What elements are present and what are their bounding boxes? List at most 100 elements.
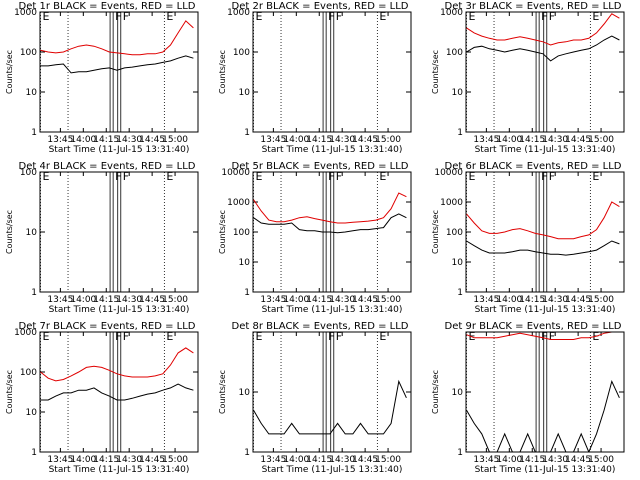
- x-tick-label: 13:45: [260, 135, 286, 145]
- x-tick-label: 14:00: [70, 295, 96, 305]
- x-tick-label: 15:00: [162, 455, 188, 465]
- x-tick-label: 13:45: [260, 295, 286, 305]
- y-tick-label: 1000: [14, 8, 37, 18]
- series-line: [466, 13, 620, 46]
- x-tick-label: 14:45: [139, 295, 165, 305]
- x-tick-label: 14:30: [116, 455, 142, 465]
- plot-frame: [39, 331, 199, 453]
- x-axis-label: Start Time (11-Jul-15 13:31:40): [49, 145, 190, 155]
- y-tick-label: 10: [26, 228, 38, 238]
- y-tick-label: 10: [239, 88, 251, 98]
- panel: Det 7r BLACK = Events, RED = LLD Counts/s…: [5, 321, 199, 475]
- series-line: [466, 35, 620, 62]
- marker-label: F: [336, 170, 342, 183]
- x-tick-label: 15:00: [375, 135, 401, 145]
- x-tick-label: 14:00: [496, 135, 522, 145]
- x-tick-label: 14:30: [116, 135, 142, 145]
- x-tick-label: 14:45: [352, 135, 378, 145]
- x-tick-label: 14:30: [542, 135, 568, 145]
- y-tick-label: 1000: [227, 8, 250, 18]
- panel-title: Det 9r BLACK = Events, RED = LLD: [445, 321, 622, 332]
- series-line: [466, 332, 620, 340]
- marker-label: F: [549, 170, 555, 183]
- x-tick-label: 14:45: [352, 455, 378, 465]
- x-axis-label: Start Time (11-Jul-15 13:31:40): [475, 305, 616, 315]
- y-axis-label: Counts/sec: [218, 210, 227, 254]
- panel: Det 3r BLACK = Events, RED = LLD Counts/s…: [431, 1, 625, 155]
- marker-label: E: [469, 10, 476, 23]
- marker-label: F: [549, 330, 555, 343]
- x-tick-label: 13:45: [47, 135, 73, 145]
- x-tick-label: 14:45: [565, 135, 591, 145]
- marker-label: E: [43, 330, 50, 343]
- panel-title: Det 6r BLACK = Events, RED = LLD: [445, 161, 622, 172]
- x-tick-label: 14:30: [542, 295, 568, 305]
- x-tick-label: 14:15: [306, 135, 332, 145]
- marker-label: E: [43, 10, 50, 23]
- x-axis-label: Start Time (11-Jul-15 13:31:40): [49, 305, 190, 315]
- y-tick-label: 100: [233, 48, 250, 58]
- marker-label: F: [328, 330, 334, 343]
- x-tick-label: 13:45: [473, 295, 499, 305]
- series-line: [40, 347, 194, 382]
- marker-label: F: [541, 10, 547, 23]
- x-tick-label: 13:45: [47, 455, 73, 465]
- y-tick-label: 100: [446, 48, 463, 58]
- marker-label: F: [328, 10, 334, 23]
- series-line: [40, 55, 194, 74]
- x-tick-label: 15:00: [588, 295, 614, 305]
- x-tick-label: 14:45: [139, 455, 165, 465]
- y-tick-label: 1: [31, 288, 37, 298]
- y-axis-label: Counts/sec: [431, 50, 440, 94]
- series-line: [466, 201, 620, 240]
- x-axis-label: Start Time (11-Jul-15 13:31:40): [262, 305, 403, 315]
- panel: Det 1r BLACK = Events, RED = LLD Counts/s…: [5, 1, 199, 155]
- x-axis-label: Start Time (11-Jul-15 13:31:40): [475, 465, 616, 475]
- x-tick-label: 13:45: [473, 135, 499, 145]
- y-tick-label: 1: [244, 288, 250, 298]
- y-tick-label: 1: [457, 448, 463, 458]
- series-line: [253, 192, 407, 224]
- plot-frame: [252, 331, 412, 453]
- y-tick-label: 1000: [14, 328, 37, 338]
- x-tick-label: 15:00: [162, 295, 188, 305]
- x-tick-label: 15:00: [162, 135, 188, 145]
- marker-label: F: [123, 330, 129, 343]
- x-tick-label: 15:00: [588, 135, 614, 145]
- x-tick-label: 15:00: [588, 455, 614, 465]
- marker-label: F: [123, 10, 129, 23]
- marker-label: E: [592, 170, 599, 183]
- y-tick-label: 100: [20, 368, 37, 378]
- series-line: [40, 20, 194, 56]
- panel-title: Det 5r BLACK = Events, RED = LLD: [232, 161, 409, 172]
- x-tick-label: 14:00: [70, 455, 96, 465]
- plot-frame: [252, 171, 412, 293]
- panel: Det 9r BLACK = Events, RED = LLD Counts/s…: [431, 321, 625, 475]
- y-axis-label: Counts/sec: [5, 210, 14, 254]
- x-tick-label: 13:45: [260, 455, 286, 465]
- marker-label: E: [256, 10, 263, 23]
- y-axis-label: Counts/sec: [431, 210, 440, 254]
- y-axis-label: Counts/sec: [431, 370, 440, 414]
- x-tick-label: 14:00: [283, 295, 309, 305]
- x-tick-label: 14:45: [565, 455, 591, 465]
- x-tick-label: 13:45: [473, 455, 499, 465]
- y-tick-label: 1: [31, 128, 37, 138]
- marker-label: F: [336, 330, 342, 343]
- x-axis-label: Start Time (11-Jul-15 13:31:40): [262, 465, 403, 475]
- marker-label: E: [379, 10, 386, 23]
- marker-label: E: [256, 330, 263, 343]
- y-tick-label: 10: [26, 88, 38, 98]
- panel: Det 5r BLACK = Events, RED = LLD Counts/s…: [218, 161, 412, 315]
- panel: Det 6r BLACK = Events, RED = LLD Counts/s…: [431, 161, 625, 315]
- panel: Det 2r BLACK = Events, RED = LLD Counts/s…: [218, 1, 412, 155]
- x-tick-label: 14:15: [93, 455, 119, 465]
- marker-label: E: [379, 330, 386, 343]
- y-axis-label: Counts/sec: [218, 370, 227, 414]
- x-tick-label: 14:15: [519, 295, 545, 305]
- x-tick-label: 14:00: [496, 295, 522, 305]
- x-tick-label: 14:00: [496, 455, 522, 465]
- marker-label: E: [379, 170, 386, 183]
- y-tick-label: 1000: [440, 8, 463, 18]
